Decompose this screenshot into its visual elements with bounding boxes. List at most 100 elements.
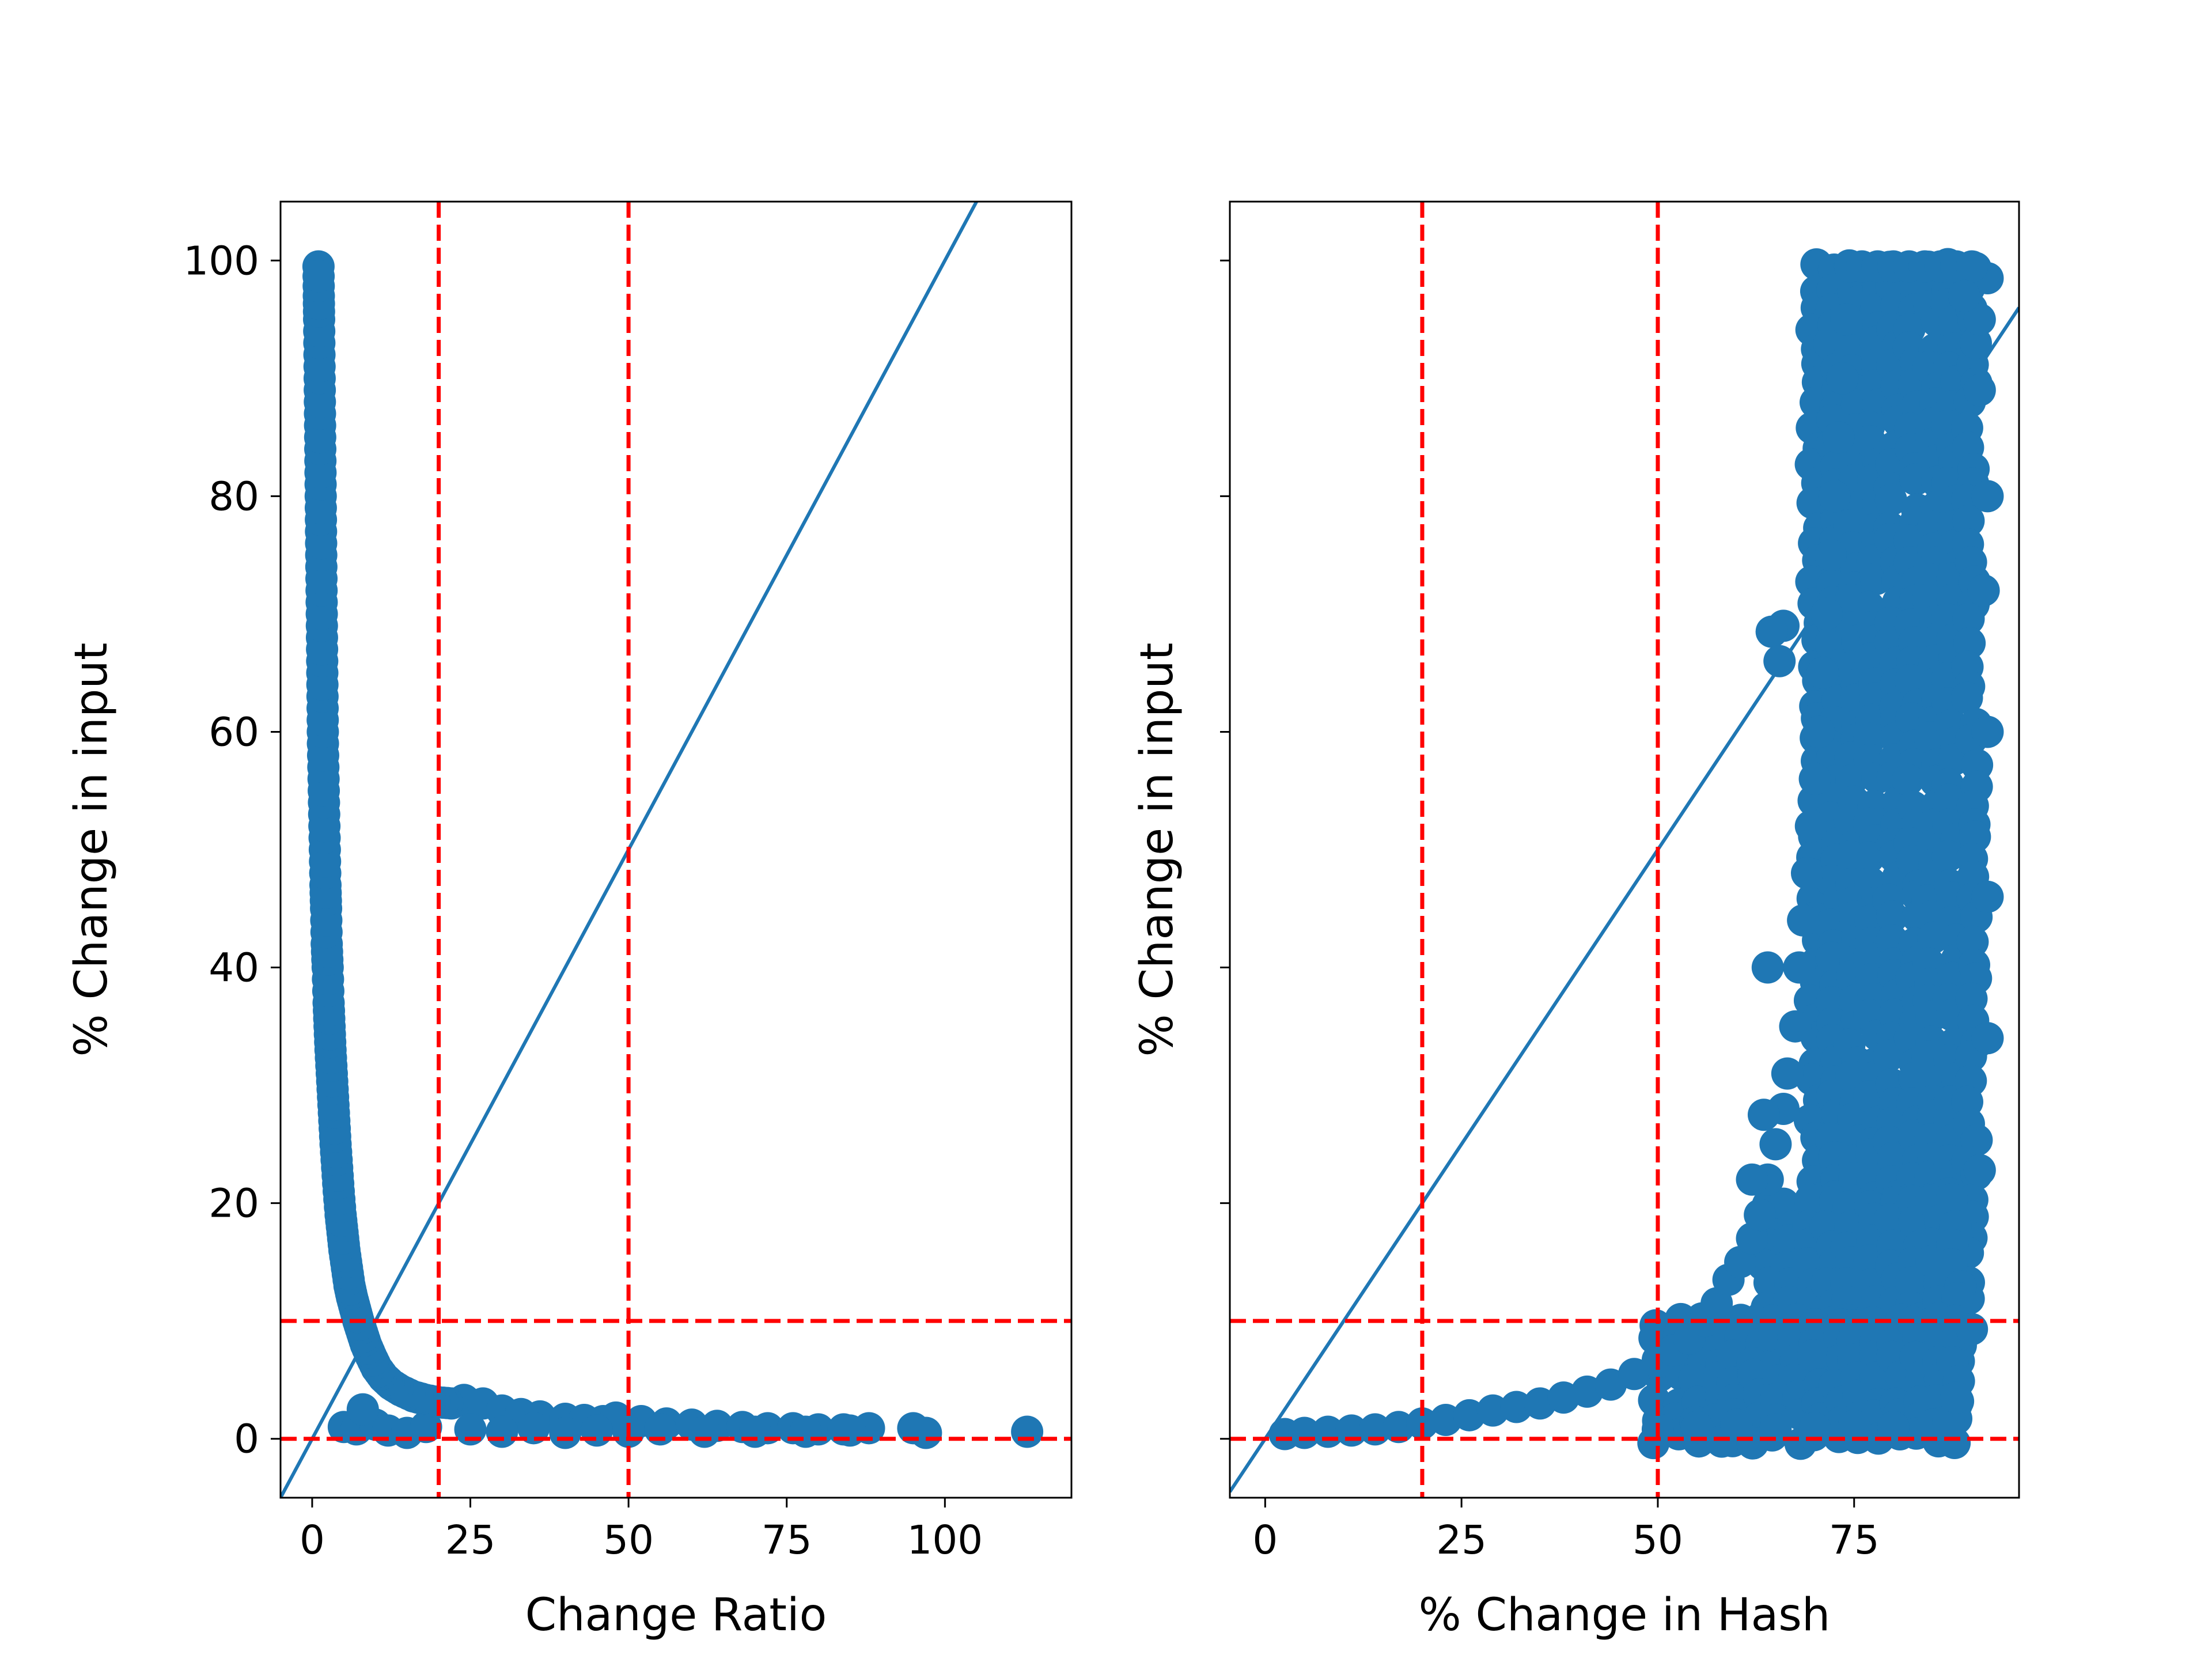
right-dense-point-0 — [1892, 763, 1925, 796]
right-data-point — [1751, 951, 1784, 984]
left-data-point — [305, 562, 338, 595]
right-data-point — [1802, 715, 1835, 748]
left-data-point — [486, 1415, 518, 1448]
left-data-point — [304, 456, 337, 489]
right-data-point — [1963, 1154, 1996, 1187]
right-dense-point-0 — [1894, 664, 1927, 696]
right-data-point — [1783, 951, 1816, 984]
right-data-point — [1814, 539, 1847, 571]
right-data-point — [1476, 1394, 1509, 1427]
left-x-tick-label: 25 — [445, 1517, 496, 1563]
right-data-point — [1963, 303, 1996, 336]
left-data-point — [834, 1414, 866, 1447]
right-data-point — [1763, 645, 1796, 677]
right-data-point — [1794, 810, 1827, 843]
right-data-point — [1971, 480, 2004, 513]
left-ticks-layer: 0 25 50 75 100 0 20 40 60 80 100 — [183, 238, 983, 1563]
left-y-tick-label: 0 — [234, 1416, 259, 1463]
right-data-point — [1288, 1416, 1321, 1449]
right-data-point — [1971, 715, 2004, 748]
right-data-point — [1956, 1313, 1988, 1346]
right-ticks-layer: 0 25 50 75 — [1220, 259, 1880, 1563]
left-data-point — [306, 704, 339, 736]
right-data-point — [1779, 1010, 1812, 1043]
left-data-point — [305, 597, 338, 630]
left-data-point — [305, 527, 338, 560]
right-data-point — [1822, 421, 1855, 454]
left-x-tick-label: 50 — [603, 1517, 654, 1563]
right-data-point — [1806, 657, 1839, 690]
left-data-point — [517, 1412, 550, 1445]
right-points-layer — [1268, 250, 2004, 1450]
left-data-point — [306, 633, 339, 666]
right-dense-point-2 — [1797, 1339, 1830, 1372]
right-x-tick-label: 50 — [1633, 1517, 1683, 1563]
right-data-point — [1810, 597, 1843, 630]
right-data-point — [1830, 303, 1863, 336]
right-dense-point-1 — [1874, 1203, 1907, 1236]
right-data-point — [1956, 250, 1988, 283]
right-dense-point-0 — [1876, 1142, 1909, 1175]
right-dense-point-0 — [1874, 483, 1907, 516]
left-data-point — [302, 260, 335, 293]
left-x-tick-label: 75 — [762, 1517, 812, 1563]
left-threshold-lines-layer — [281, 202, 1071, 1498]
left-data-point — [304, 491, 337, 524]
right-data-point — [1382, 1411, 1415, 1444]
right-data-point — [1787, 904, 1820, 937]
left-data-point — [1011, 1415, 1044, 1448]
right-data-point — [1771, 1057, 1804, 1090]
left-panel: 0 25 50 75 100 0 20 40 60 80 100 Change Ratio % Ch… — [66, 200, 1073, 1641]
left-x-tick-label: 0 — [300, 1517, 325, 1563]
right-data-point — [1971, 1022, 2004, 1055]
right-data-point — [1948, 279, 1980, 312]
left-y-tick-label: 40 — [209, 945, 259, 991]
right-data-point — [1755, 615, 1788, 648]
right-dense-point-0 — [1931, 840, 1964, 873]
right-data-point — [1790, 857, 1823, 889]
left-data-point — [910, 1416, 942, 1449]
left-y-tick-label: 60 — [209, 709, 259, 755]
left-y-axis-label: % Change in input — [66, 643, 118, 1057]
left-data-point — [308, 774, 340, 807]
right-dense-point-0 — [1952, 505, 1985, 537]
left-data-point — [410, 1411, 442, 1444]
right-axes-frame — [1229, 200, 2020, 1499]
left-axes-frame — [279, 200, 1073, 1499]
right-dense-point-0 — [1952, 603, 1985, 635]
left-data-point — [688, 1415, 721, 1448]
left-data-point — [789, 1415, 822, 1448]
right-data-point — [1818, 480, 1851, 513]
right-dense-point-1 — [1895, 1266, 1927, 1299]
right-x-tick-label: 25 — [1436, 1517, 1487, 1563]
left-data-point — [309, 845, 342, 878]
right-data-point — [1759, 1128, 1792, 1161]
right-data-point — [1971, 880, 2004, 913]
right-data-point — [1736, 1163, 1768, 1196]
left-reference-line-layer — [281, 202, 979, 1498]
right-data-point — [1826, 362, 1859, 395]
right-data-point — [1744, 1199, 1777, 1232]
right-dense-point-0 — [1815, 941, 1848, 974]
right-data-point — [1798, 1412, 1831, 1445]
left-reference-line — [281, 202, 979, 1498]
left-data-point — [303, 350, 336, 383]
right-x-tick-label: 0 — [1252, 1517, 1278, 1563]
right-data-point — [1967, 574, 2000, 607]
right-dense-point-0 — [1956, 925, 1989, 958]
right-data-point — [1838, 1410, 1870, 1442]
right-dense-point-1 — [1794, 1184, 1827, 1217]
left-x-tick-label: 100 — [907, 1517, 983, 1563]
right-data-point — [1963, 374, 1996, 407]
right-dense-point-0 — [1953, 627, 1986, 660]
left-data-point — [738, 1415, 771, 1448]
left-data-point — [304, 385, 336, 418]
left-data-point — [304, 421, 336, 454]
left-y-tick-label: 20 — [209, 1181, 259, 1227]
right-y-axis-label: % Change in input — [1131, 643, 1183, 1057]
right-data-point — [1500, 1391, 1533, 1423]
right-threshold-lines-layer — [1230, 202, 2019, 1498]
left-data-point — [549, 1416, 582, 1449]
right-data-point — [1747, 1099, 1780, 1131]
